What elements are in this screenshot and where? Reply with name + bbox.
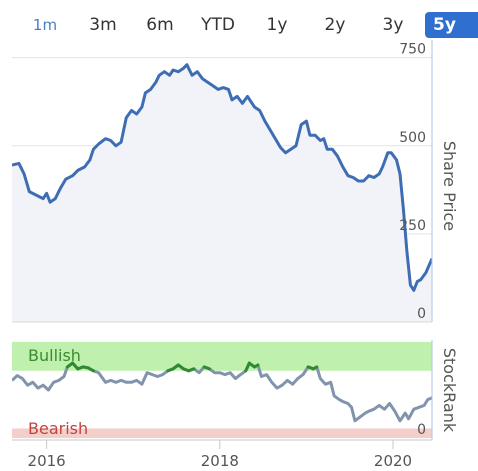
tab-1y[interactable]: 1y	[266, 15, 288, 35]
price-tick-label: 250	[399, 218, 426, 234]
x-tick-label: 2018	[201, 452, 239, 470]
stockrank-bullish-segment	[187, 367, 196, 373]
rank-y-ticks: 0	[417, 422, 426, 438]
price-line	[12, 63, 432, 292]
bearish-band	[12, 428, 432, 439]
rank-axis-title: StockRank	[440, 348, 459, 433]
stockrank-bullish-segment	[311, 365, 319, 371]
tab-2y[interactable]: 2y	[324, 15, 346, 35]
price-area-fill	[12, 64, 432, 322]
price-y-ticks: 750 500 250 0	[399, 42, 426, 322]
tab-3y[interactable]: 3y	[382, 15, 404, 35]
bearish-label: Bearish	[28, 419, 88, 438]
x-axis-ticks: 2016 2018 2020	[28, 440, 412, 470]
price-tick-label: 750	[399, 42, 426, 58]
rank-tick-label: 0	[417, 422, 426, 438]
bullish-label: Bullish	[28, 346, 81, 365]
tab-1m[interactable]: 1m	[32, 16, 58, 34]
stockrank-bullish-segment	[252, 363, 260, 369]
tab-6m[interactable]: 6m	[146, 15, 174, 35]
price-tick-label: 500	[399, 130, 426, 146]
stockrank-bullish-segment	[86, 366, 95, 373]
x-tick-label: 2016	[28, 452, 66, 470]
range-tabs: 1m 3m 6m YTD 1y 2y 3y 5y	[0, 0, 478, 46]
price-axis-title: Share Price	[440, 141, 459, 231]
price-tick-label: 0	[417, 306, 426, 322]
stockrank-bullish-segments	[65, 361, 319, 373]
tab-ytd[interactable]: YTD	[201, 15, 235, 35]
tab-3m[interactable]: 3m	[89, 15, 117, 35]
tab-5y[interactable]: 5y	[425, 12, 478, 38]
x-tick-label: 2020	[374, 452, 412, 470]
stockrank-bullish-segment	[202, 365, 211, 371]
